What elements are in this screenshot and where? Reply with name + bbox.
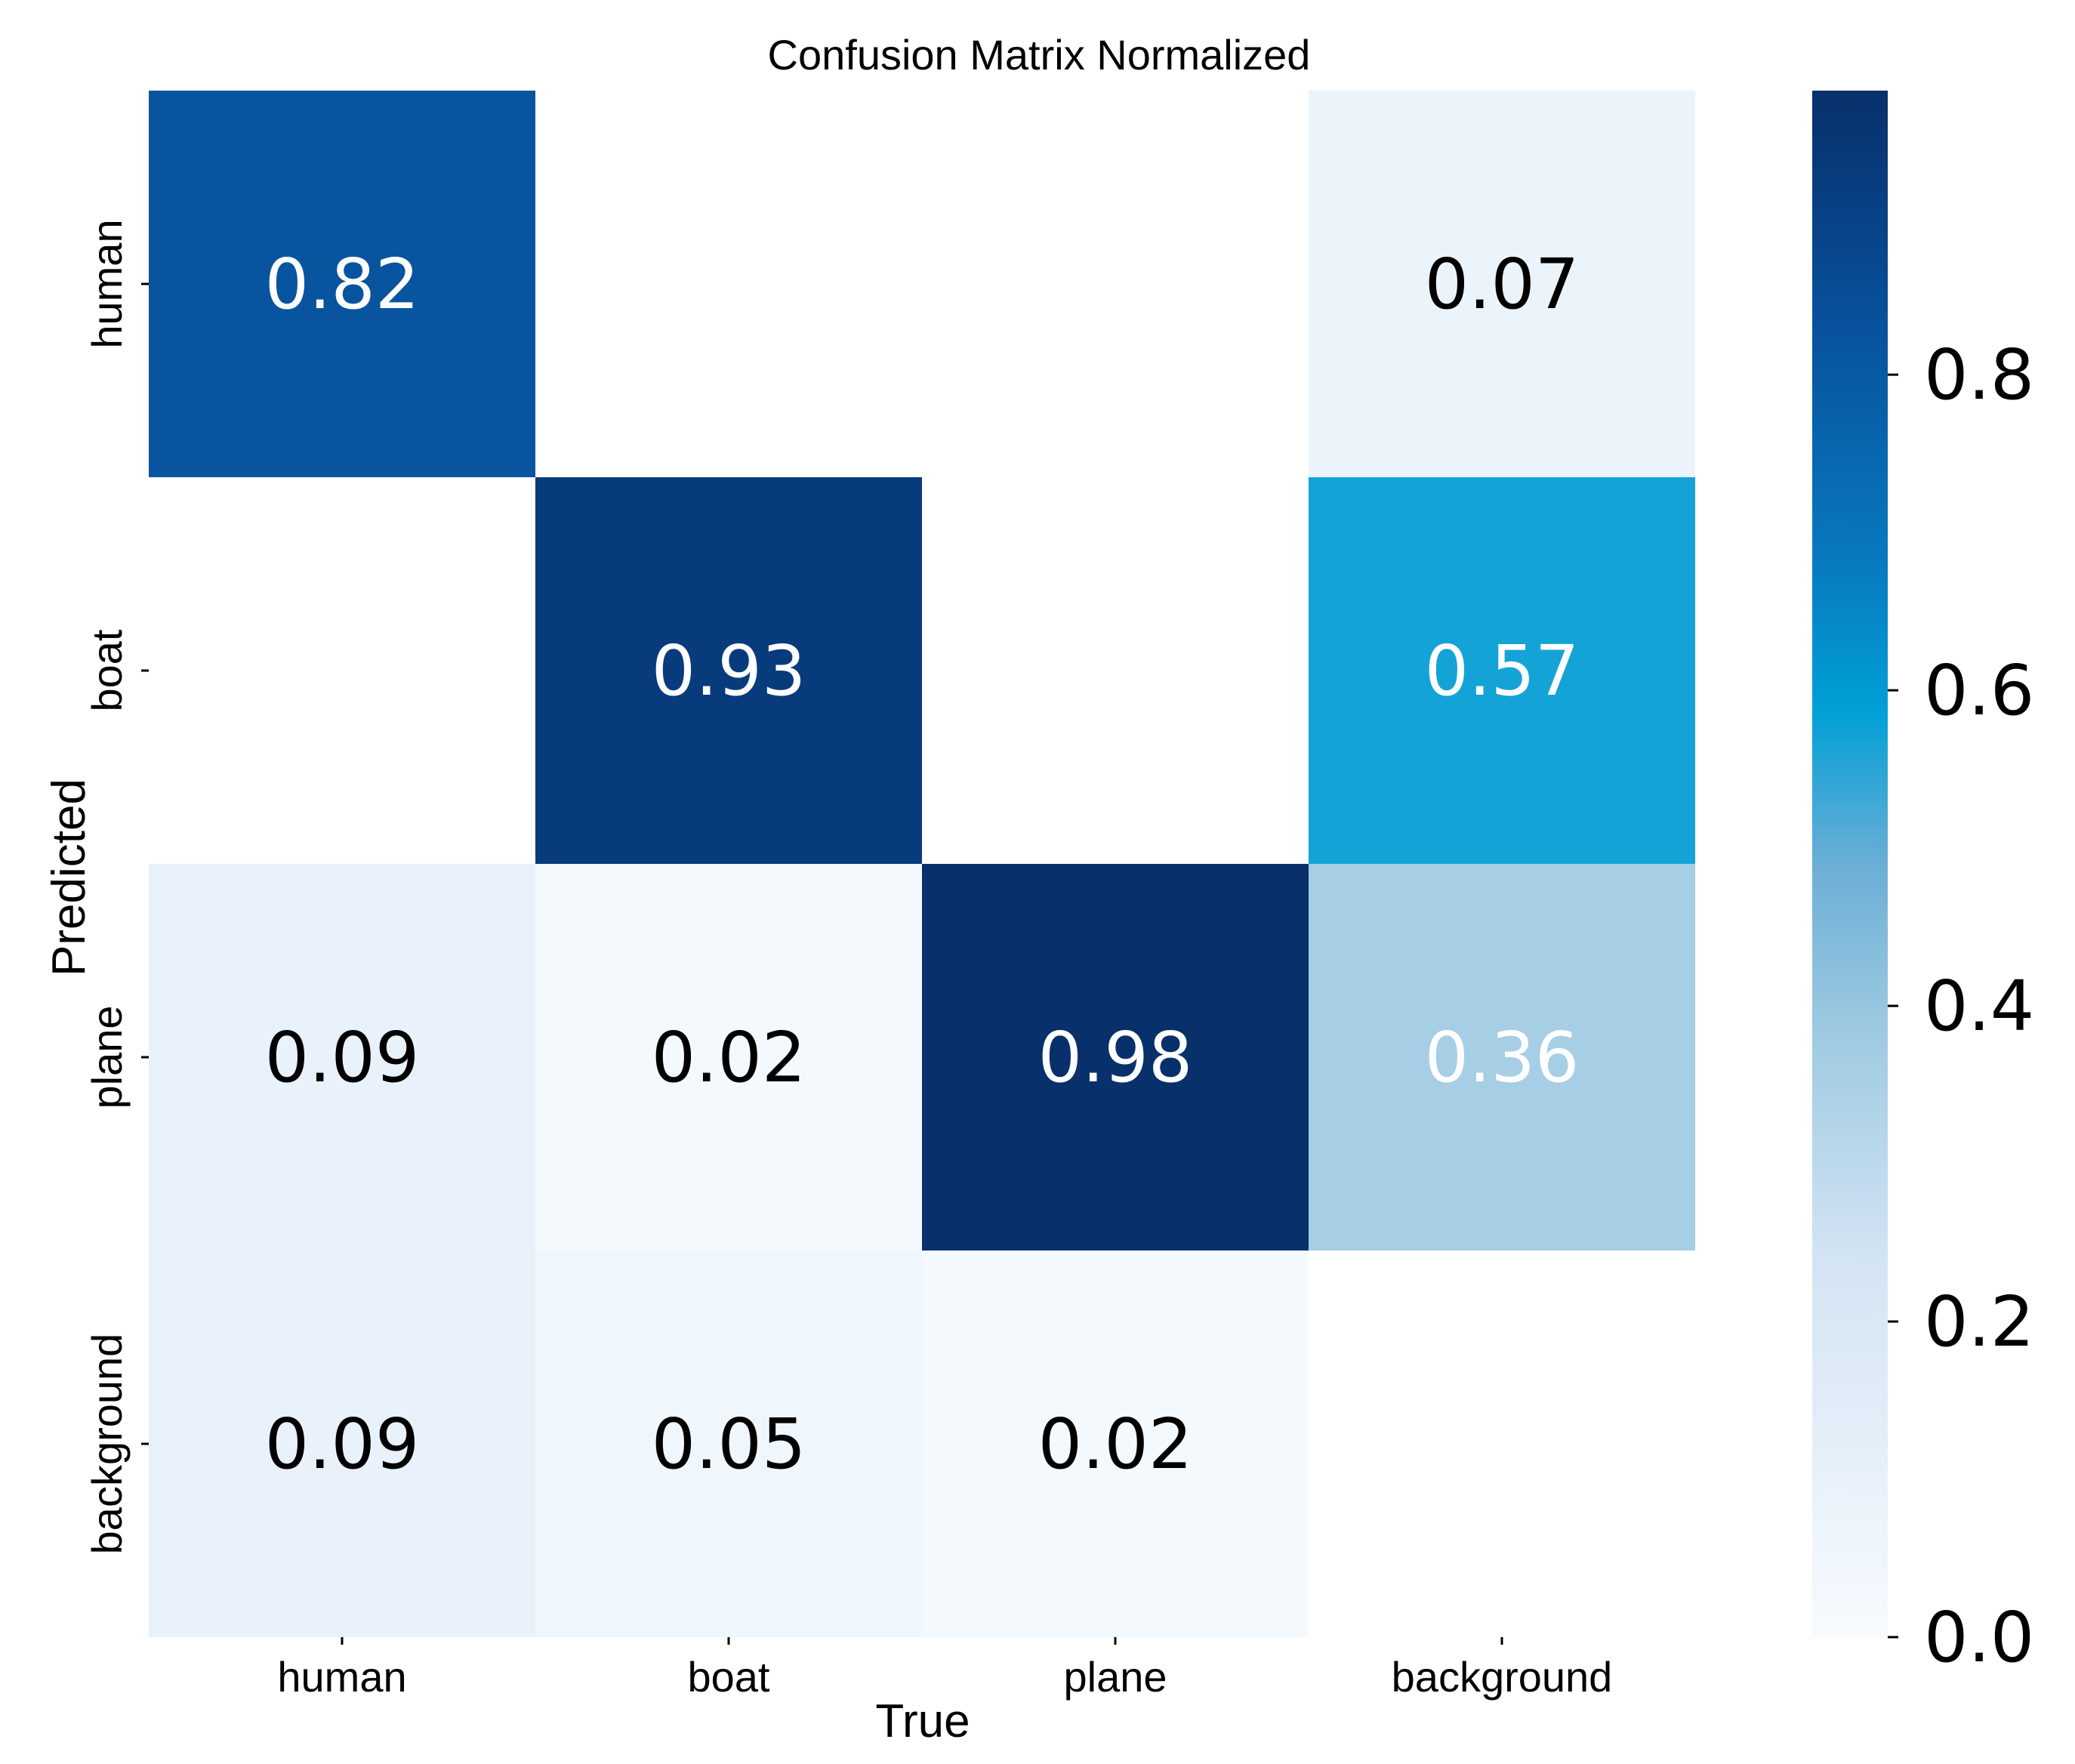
colorbar-tick-label: 0.4 — [1924, 966, 2034, 1047]
cell-value-label: 0.98 — [1038, 1017, 1193, 1098]
heatmap-cell — [535, 477, 922, 864]
x-tick-label: background — [1392, 1653, 1613, 1701]
colorbar-tick-label: 0.2 — [1924, 1281, 2034, 1362]
cell-value-label: 0.07 — [1425, 244, 1580, 325]
heatmap-cell — [535, 1251, 922, 1637]
x-tick-label: boat — [688, 1653, 770, 1701]
cell-value-label: 0.02 — [1038, 1404, 1193, 1485]
x-axis-ticks: human boat plane background — [277, 1637, 1612, 1701]
heatmap-cell — [1309, 91, 1695, 477]
heatmap-cell — [535, 864, 922, 1251]
colorbar-tick-label: 0.8 — [1924, 335, 2034, 415]
y-tick-label: background — [83, 1334, 131, 1555]
heatmap-cell — [149, 477, 535, 864]
colorbar-ticks: 0.0 0.2 0.4 0.6 0.8 — [1888, 335, 2034, 1678]
cell-value-label: 0.82 — [265, 244, 420, 325]
heatmap-cell — [922, 91, 1309, 477]
y-axis-ticks: human boat plane background — [83, 219, 149, 1554]
chart-title: Confusion Matrix Normalized — [768, 31, 1311, 79]
colorbar — [1812, 91, 1888, 1637]
heatmap-cell — [149, 91, 535, 477]
x-axis-label: True — [875, 1695, 970, 1747]
heatmap-cell — [535, 91, 922, 477]
cell-value-label: 0.57 — [1425, 631, 1580, 711]
y-axis-label: Predicted — [43, 779, 95, 976]
cell-value-label: 0.93 — [652, 631, 806, 711]
y-tick-label: boat — [83, 629, 131, 711]
heatmap-cells — [149, 91, 1695, 1637]
cell-value-label: 0.09 — [265, 1404, 420, 1485]
y-tick-label: human — [83, 219, 131, 348]
x-tick-label: plane — [1063, 1653, 1167, 1701]
cell-value-label: 0.02 — [652, 1017, 806, 1098]
heatmap-cell — [922, 477, 1309, 864]
heatmap-cell-labels: 0.82 0.07 0.93 0.57 0.09 0.02 0.98 0.36 0.09 0.05… — [265, 244, 1580, 1485]
heatmap-cell — [1309, 477, 1695, 864]
cell-value-label: 0.09 — [265, 1017, 420, 1098]
heatmap-cell — [1309, 1251, 1695, 1637]
heatmap-cell — [1309, 864, 1695, 1251]
cell-value-label: 0.05 — [652, 1404, 806, 1485]
y-tick-label: plane — [83, 1005, 131, 1109]
heatmap-cell — [149, 1251, 535, 1637]
x-tick-label: human — [277, 1653, 406, 1701]
heatmap-cell — [922, 864, 1309, 1251]
heatmap-cell — [149, 864, 535, 1251]
colorbar-tick-label: 0.6 — [1924, 650, 2034, 731]
cell-value-label: 0.36 — [1425, 1017, 1580, 1098]
heatmap-cell — [922, 1251, 1309, 1637]
colorbar-tick-label: 0.0 — [1924, 1597, 2034, 1678]
